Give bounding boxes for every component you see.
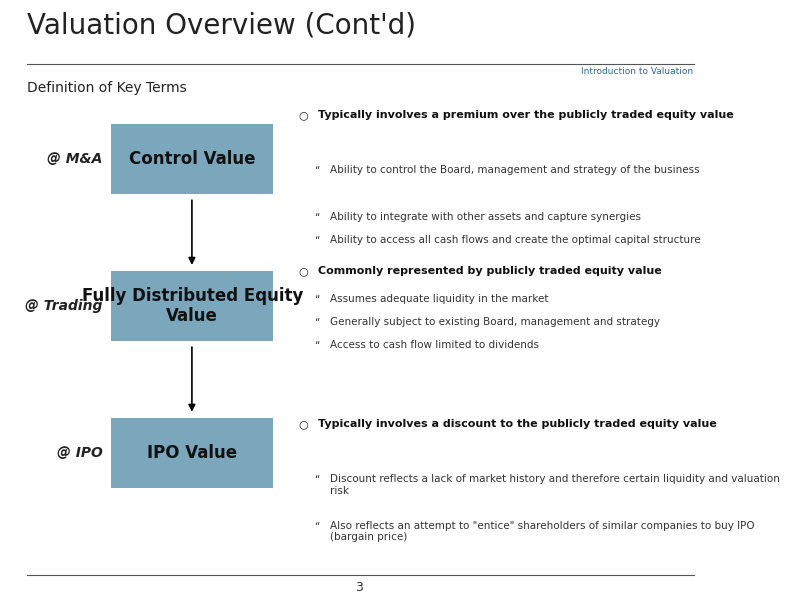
Text: Commonly represented by publicly traded equity value: Commonly represented by publicly traded … (318, 266, 661, 276)
FancyBboxPatch shape (112, 418, 273, 488)
Text: “: “ (314, 340, 319, 350)
Text: ○: ○ (299, 419, 308, 429)
Text: Control Value: Control Value (129, 150, 256, 168)
Text: “: “ (314, 235, 319, 245)
Text: Definition of Key Terms: Definition of Key Terms (27, 81, 187, 95)
Text: Ability to access all cash flows and create the optimal capital structure: Ability to access all cash flows and cre… (330, 235, 701, 245)
Text: 3: 3 (356, 581, 364, 594)
Text: “: “ (314, 294, 319, 304)
Text: “: “ (314, 317, 319, 327)
Text: ○: ○ (299, 266, 308, 276)
Text: ○: ○ (299, 110, 308, 120)
Text: “: “ (314, 474, 319, 484)
Text: “: “ (314, 212, 319, 222)
Text: Access to cash flow limited to dividends: Access to cash flow limited to dividends (330, 340, 539, 350)
Text: Ability to integrate with other assets and capture synergies: Ability to integrate with other assets a… (330, 212, 641, 222)
Text: Introduction to Valuation: Introduction to Valuation (581, 67, 694, 76)
Text: Valuation Overview (Cont'd): Valuation Overview (Cont'd) (27, 12, 417, 40)
Text: @ IPO: @ IPO (57, 446, 103, 460)
FancyBboxPatch shape (112, 271, 273, 341)
Text: Ability to control the Board, management and strategy of the business: Ability to control the Board, management… (330, 165, 699, 175)
Text: Fully Distributed Equity
Value: Fully Distributed Equity Value (82, 286, 303, 326)
FancyBboxPatch shape (112, 124, 273, 195)
Text: Discount reflects a lack of market history and therefore certain liquidity and v: Discount reflects a lack of market histo… (330, 474, 780, 496)
Text: “: “ (314, 521, 319, 531)
Text: Also reflects an attempt to "entice" shareholders of similar companies to buy IP: Also reflects an attempt to "entice" sha… (330, 521, 755, 542)
Text: Typically involves a premium over the publicly traded equity value: Typically involves a premium over the pu… (318, 110, 733, 120)
Text: Generally subject to existing Board, management and strategy: Generally subject to existing Board, man… (330, 317, 660, 327)
Text: Assumes adequate liquidity in the market: Assumes adequate liquidity in the market (330, 294, 548, 304)
Text: “: “ (314, 165, 319, 175)
Text: @ Trading: @ Trading (25, 299, 103, 313)
Text: Typically involves a discount to the publicly traded equity value: Typically involves a discount to the pub… (318, 419, 717, 429)
Text: @ M&A: @ M&A (48, 152, 103, 166)
Text: IPO Value: IPO Value (147, 444, 238, 462)
